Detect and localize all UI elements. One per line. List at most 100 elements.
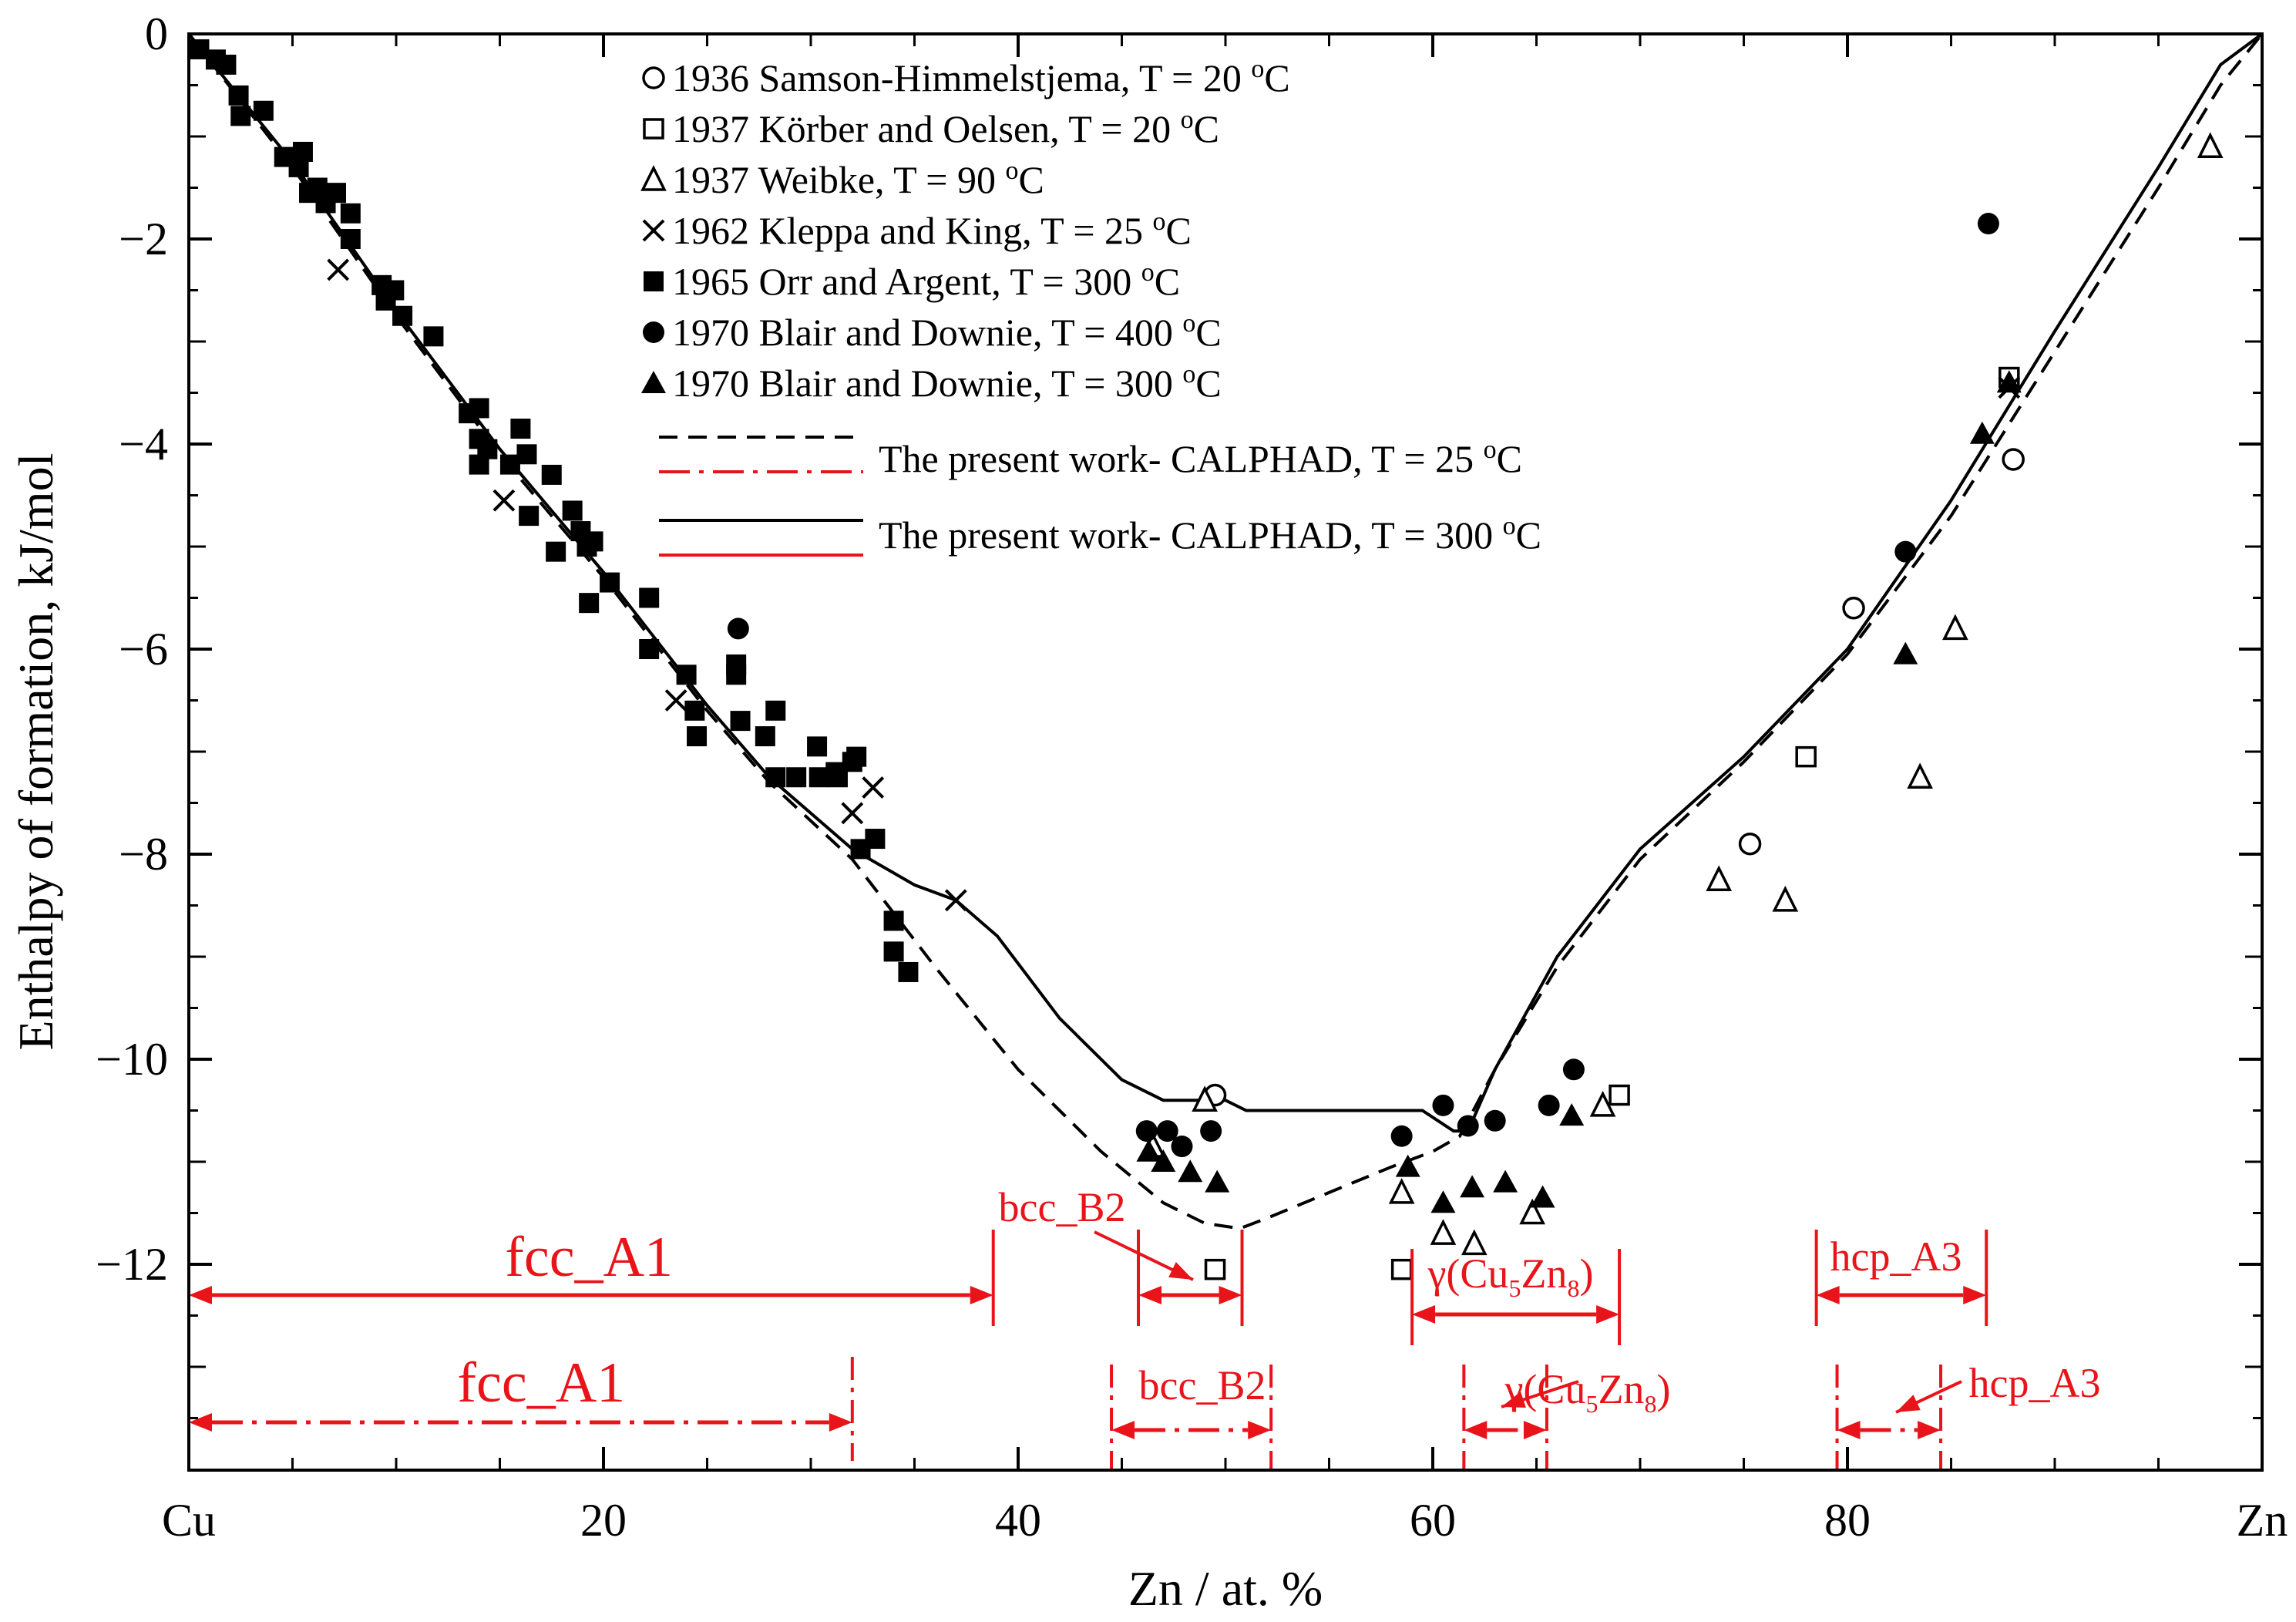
data-point-filled-circle	[1538, 1094, 1560, 1116]
data-point-filled-square	[392, 305, 413, 326]
data-point-filled-square	[846, 746, 867, 767]
phase-arrowhead-left-4	[1412, 1305, 1436, 1324]
calphad-300C-curve	[187, 32, 2264, 1133]
legend-marker-open-triangle	[640, 165, 667, 191]
x-tick-label-1: 20	[580, 1495, 627, 1546]
data-point-filled-square	[865, 829, 886, 850]
data-point-filled-square	[687, 726, 708, 747]
data-point-filled-square	[325, 183, 346, 204]
data-point-cross	[862, 776, 885, 799]
y-tick-label-5: −10	[96, 1034, 168, 1085]
phase-arrowhead-right-7	[1918, 1421, 1941, 1439]
legend-label-0: 1936 Samson-Himmelstjema, T = 20 oC	[672, 55, 1290, 99]
data-point-open-triangle	[1192, 1085, 1218, 1112]
x-tick-label-4: 80	[1824, 1495, 1871, 1546]
x-axis-title: Zn / at. %	[1128, 1561, 1323, 1616]
data-point-open-triangle	[1519, 1198, 1545, 1225]
data-point-filled-triangle	[1530, 1185, 1555, 1208]
y-tick-label-6: −12	[96, 1239, 168, 1290]
calphad-curves	[187, 32, 2264, 1230]
data-point-filled-square	[676, 665, 697, 685]
data-point-open-square	[1609, 1084, 1630, 1106]
data-point-filled-triangle	[1493, 1169, 1518, 1193]
x-tick-label-3: 60	[1410, 1495, 1456, 1546]
data-point-open-circle	[1738, 832, 1762, 856]
legend-marker-open-square	[643, 118, 664, 140]
data-point-filled-circle	[1894, 540, 1917, 563]
phase-arrowhead-right-6	[1963, 1286, 1987, 1304]
data-point-filled-square	[883, 910, 904, 931]
data-point-filled-circle	[1171, 1136, 1193, 1158]
phase-arrowhead-left-1	[189, 1286, 212, 1304]
data-point-cross	[841, 802, 864, 825]
data-point-filled-triangle	[1893, 641, 1918, 665]
pointer-gamma-head	[1501, 1391, 1526, 1408]
data-point-open-square	[1795, 745, 1817, 768]
data-point-filled-square	[684, 700, 705, 721]
y-tick-label-0: 0	[145, 8, 168, 59]
data-point-filled-circle	[727, 618, 749, 640]
data-point-open-triangle	[1461, 1229, 1488, 1256]
data-point-filled-circle	[1432, 1094, 1454, 1116]
data-point-filled-square	[510, 419, 531, 439]
data-point-filled-square	[340, 203, 361, 224]
data-point-open-square	[1390, 1258, 1413, 1280]
data-point-filled-square	[216, 54, 237, 75]
data-point-filled-square	[765, 700, 786, 721]
data-point-open-triangle	[1706, 865, 1733, 891]
data-point-open-triangle	[1388, 1177, 1415, 1204]
data-point-filled-square	[639, 587, 660, 608]
data-point-filled-square	[579, 593, 600, 614]
data-point-open-square	[1204, 1258, 1226, 1280]
phase-label-0: fcc_A1	[505, 1226, 673, 1289]
legend-label-4: 1965 Orr and Argent, T = 300 oC	[672, 258, 1180, 303]
data-point-filled-square	[898, 961, 919, 982]
phase-arrowhead-left-0	[189, 1413, 212, 1432]
phase-label-3: bcc_B2	[1139, 1362, 1266, 1408]
data-point-filled-square	[765, 767, 786, 788]
data-point-filled-triangle	[1178, 1159, 1203, 1183]
data-point-filled-triangle	[1969, 421, 1995, 444]
data-point-filled-square	[546, 541, 566, 562]
x-tick-label-0: Cu	[162, 1495, 216, 1546]
phase-arrowhead-left-7	[1837, 1421, 1861, 1439]
calphad-25C-curve	[187, 32, 2264, 1230]
data-point-filled-square	[384, 280, 405, 301]
phase-label-2: bcc_B2	[999, 1184, 1126, 1230]
data-point-open-triangle	[2197, 132, 2224, 159]
data-point-filled-square	[519, 506, 540, 527]
phase-arrowhead-right-2	[1219, 1286, 1242, 1304]
data-point-filled-square	[423, 326, 444, 347]
legend-label-6: 1970 Blair and Downie, T = 300 oC	[672, 360, 1222, 405]
legend-label-3: 1962 Kleppa and King, T = 25 oC	[672, 207, 1192, 252]
x-tick-label-5: Zn	[2237, 1495, 2288, 1546]
y-tick-label-2: −4	[119, 419, 168, 469]
data-point-filled-circle	[1135, 1120, 1158, 1142]
legend: 1936 Samson-Himmelstjema, T = 20 oC 1937 …	[640, 55, 1541, 557]
phase-arrowhead-right-3	[1248, 1421, 1272, 1439]
data-point-filled-triangle	[1136, 1139, 1161, 1162]
data-point-filled-square	[730, 711, 751, 732]
y-tick-label-1: −2	[119, 214, 168, 264]
legend-label-1: 1937 Körber and Oelsen, T = 20 oC	[672, 106, 1219, 150]
pointer-hcp-a3-head	[1896, 1395, 1921, 1412]
data-point-filled-circle	[1484, 1109, 1506, 1132]
data-points	[189, 39, 2224, 1280]
data-point-filled-square	[883, 941, 904, 962]
legend-marker-cross	[642, 219, 665, 242]
data-point-filled-triangle	[1430, 1190, 1456, 1213]
phase-label-7: hcp_A3	[1969, 1360, 2101, 1406]
legend-label-2: 1937 Weibke, T = 90 oC	[672, 156, 1044, 201]
phase-arrowhead-right-4	[1596, 1305, 1620, 1324]
data-point-open-circle	[1842, 597, 1865, 620]
data-point-filled-triangle	[1460, 1175, 1485, 1198]
data-point-filled-square	[516, 444, 537, 465]
data-point-filled-square	[726, 665, 747, 685]
phase-label-1: fcc_A1	[457, 1351, 625, 1415]
data-point-filled-square	[230, 106, 251, 126]
y-tick-label-4: −8	[119, 829, 168, 880]
phase-arrowhead-left-2	[1138, 1286, 1162, 1304]
data-point-open-circle	[2002, 448, 2025, 471]
data-point-cross	[492, 489, 516, 512]
